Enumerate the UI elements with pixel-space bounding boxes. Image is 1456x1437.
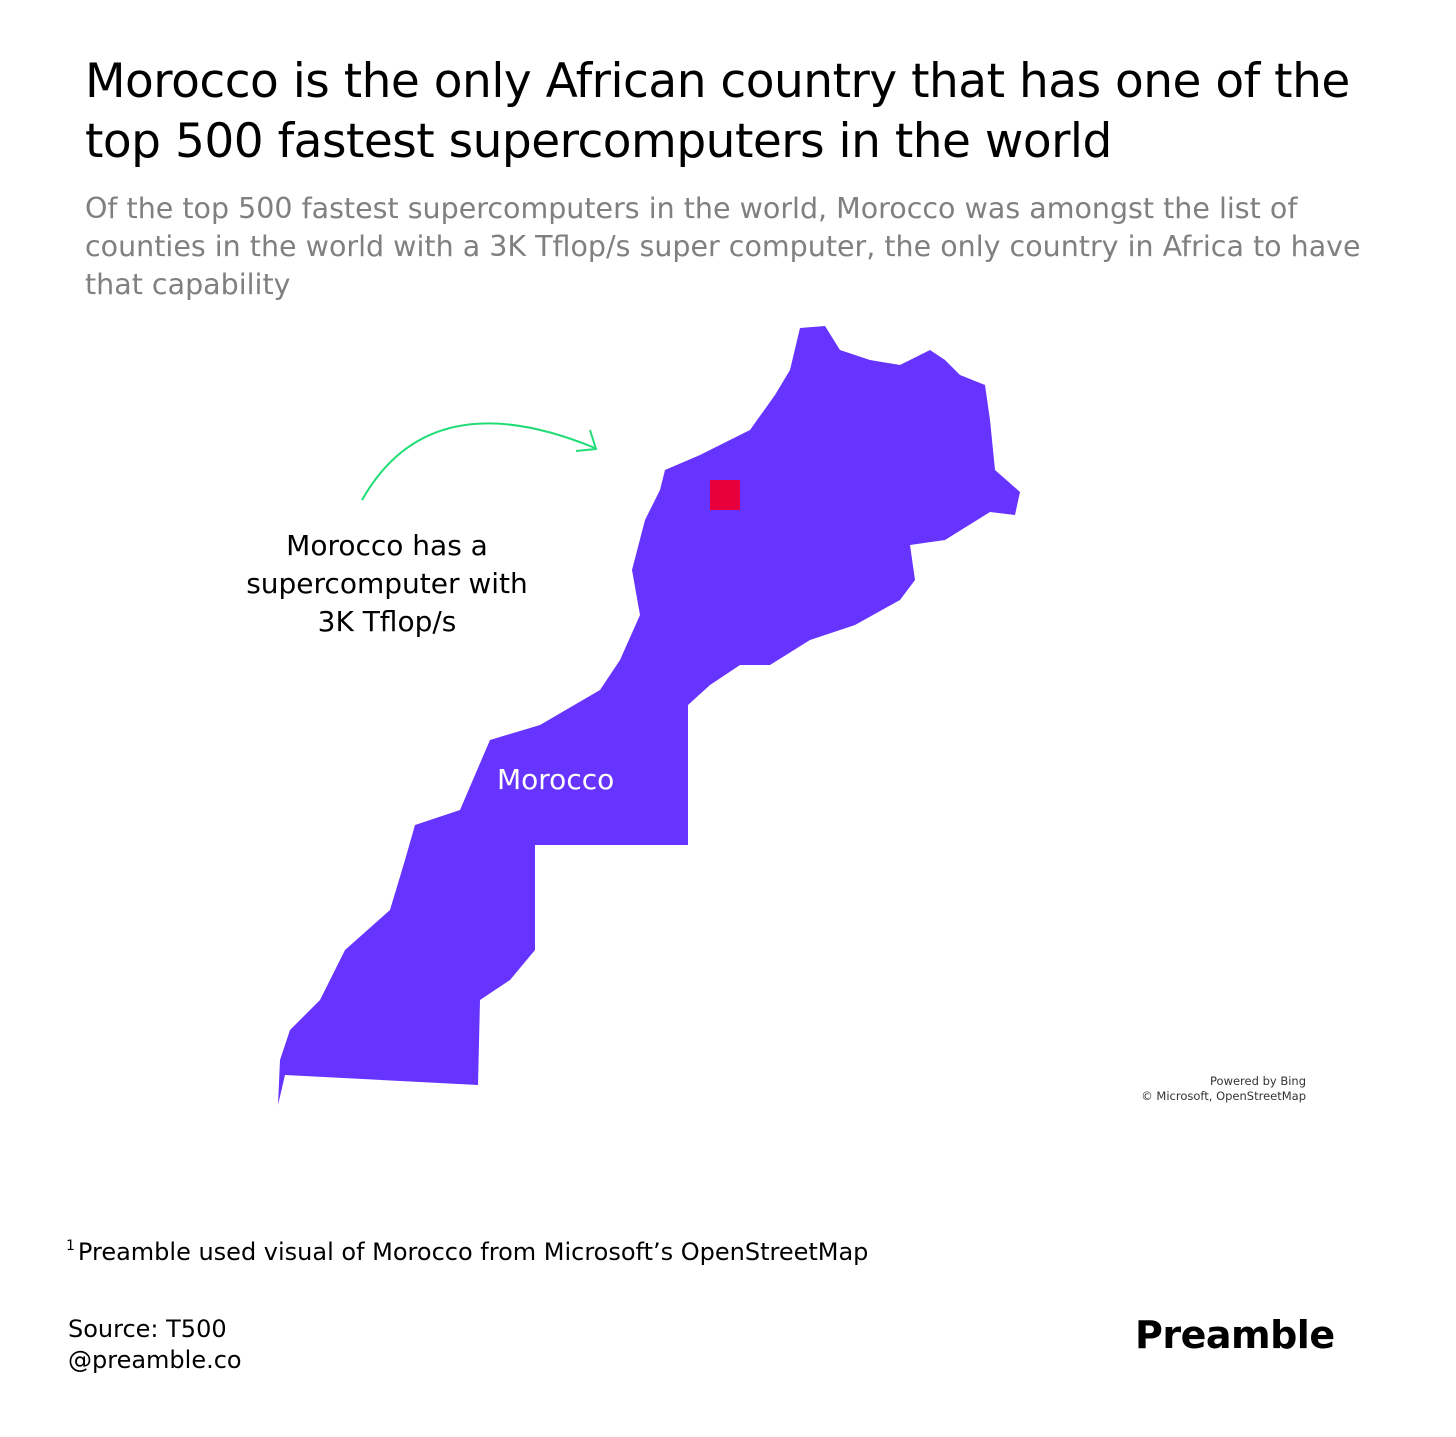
handle: @preamble.co (68, 1346, 242, 1374)
source: Source: T500 (68, 1315, 227, 1343)
attribution-line: Powered by Bing (1210, 1074, 1306, 1088)
marker (710, 480, 740, 510)
title: Morocco is the only African country that… (85, 54, 1350, 169)
subtitle: Of the top 500 fastest supercomputers in… (85, 192, 1361, 301)
arrow-head (575, 429, 598, 452)
country-shape (278, 326, 1020, 1105)
map-label: Morocco (497, 763, 615, 796)
footnote-text: Preamble used visual of Morocco from Mic… (77, 1238, 869, 1266)
arrow (361, 422, 596, 501)
brand: Preamble (1135, 1313, 1335, 1357)
footnote-marker: 1 (66, 1238, 75, 1254)
source-block: Source: T500 @preamble.co (68, 1314, 242, 1376)
footnote: 1 Preamble used visual of Morocco from Mi… (66, 1238, 868, 1266)
attribution-line: © Microsoft, OpenStreetMap (1141, 1089, 1306, 1103)
annotation: Morocco has a supercomputer with 3K Tflo… (246, 529, 528, 638)
attribution: Powered by Bing © Microsoft, OpenStreetM… (1100, 1074, 1306, 1104)
